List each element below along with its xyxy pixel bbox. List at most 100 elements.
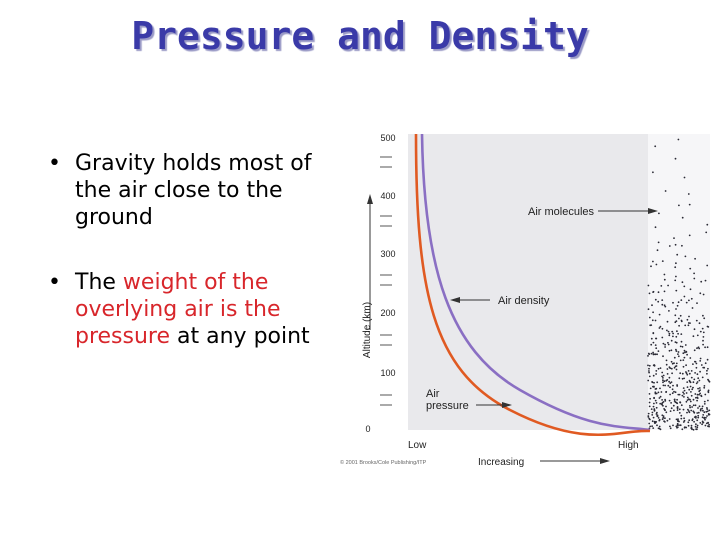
air-molecule-dot [697, 411, 700, 414]
air-pressure-arrowhead [502, 402, 512, 408]
air-molecule-dot [671, 388, 674, 391]
air-molecule-dot [686, 381, 689, 383]
air-molecule-dot [701, 327, 704, 330]
air-molecule-dot [662, 401, 665, 403]
air-molecule-dot [706, 346, 709, 349]
air-molecule-dot [675, 425, 678, 428]
x-high-label: High [618, 440, 639, 451]
air-molecule-dot [654, 344, 657, 346]
air-molecule-dot [681, 372, 684, 375]
bullet-weight: • The weight of the overlying air is the… [48, 269, 338, 350]
air-molecule-dot [651, 411, 654, 414]
air-molecule-dot [654, 353, 656, 356]
air-molecule-dot [651, 319, 654, 322]
air-molecule-dot [651, 381, 653, 383]
air-molecule-dot [678, 324, 680, 327]
air-molecule-dot [697, 377, 700, 380]
air-molecule-dot [654, 422, 656, 424]
air-molecule-dot [657, 417, 660, 419]
air-molecule-dot [665, 411, 668, 414]
air-molecule-dot [674, 391, 677, 394]
air-molecule-dot [689, 400, 692, 403]
air-molecule-dot [687, 421, 690, 424]
air-molecule-dot [696, 412, 699, 414]
air-molecule-dot [702, 336, 705, 338]
air-molecule-dot [707, 413, 710, 416]
air-molecule-dot [696, 424, 699, 427]
air-molecule-dot [679, 314, 682, 317]
air-molecule-dot [690, 394, 693, 397]
air-molecule-dot [648, 370, 650, 372]
air-molecule-dot [664, 417, 666, 420]
air-molecule-dot [675, 320, 678, 322]
air-molecule-dot [650, 352, 653, 355]
air-molecule-dot [706, 325, 709, 328]
air-molecule-dot [699, 370, 701, 373]
air-molecule-dot [680, 417, 683, 420]
figure-svg: Altitude (km) 500 400 300 200 100 0 Air … [340, 133, 711, 468]
air-molecule-dot [652, 351, 654, 354]
air-molecule-dot [648, 422, 651, 425]
air-molecule-dot [700, 394, 702, 397]
air-molecule-dot [682, 365, 685, 368]
air-molecule-dot [679, 401, 681, 404]
air-molecule-dot [683, 417, 685, 420]
air-molecule-dot [654, 319, 657, 322]
air-molecule-dot [708, 409, 711, 412]
air-molecule-dot [670, 339, 673, 342]
y-tick-label: 100 [380, 368, 395, 378]
air-molecule-dot [676, 409, 679, 411]
air-molecule-dot [653, 381, 655, 384]
air-molecule-dot [681, 428, 684, 431]
air-molecule-dot [671, 392, 674, 395]
air-molecule-dot [652, 405, 655, 408]
air-molecule-dot [663, 420, 665, 423]
air-molecule-dot [673, 409, 675, 412]
air-molecule-dot [701, 405, 704, 408]
air-molecule-dot [706, 415, 708, 417]
air-molecule-dot [655, 370, 658, 372]
air-molecule-dot [685, 392, 688, 394]
air-molecule-dot [680, 299, 683, 301]
air-molecule-dot [702, 331, 705, 334]
air-molecule-dot [669, 425, 671, 428]
air-molecule-dot [650, 343, 653, 346]
air-molecule-dot [702, 343, 704, 346]
air-molecule-dot [692, 428, 695, 431]
air-molecule-dot [669, 410, 672, 412]
air-molecule-dot [662, 381, 664, 384]
air-molecule-dot [689, 322, 691, 324]
air-molecule-dot [693, 272, 695, 275]
air-molecule-dot [673, 390, 675, 393]
air-molecule-dot [688, 411, 691, 414]
air-molecule-dot [675, 341, 678, 344]
air-molecule-dot [692, 410, 695, 413]
air-molecule-dot [696, 399, 698, 402]
air-molecule-dot [688, 379, 691, 382]
air-molecule-dot [681, 377, 684, 380]
air-molecule-dot [658, 313, 661, 316]
air-molecule-dot [661, 299, 664, 301]
air-molecule-dot [687, 408, 689, 411]
air-molecule-dot [662, 374, 665, 377]
air-molecule-dot [666, 373, 669, 375]
air-molecule-dot [676, 424, 679, 427]
air-molecule-dot [659, 367, 662, 369]
air-molecule-dot [649, 387, 652, 390]
air-molecule-dot [696, 419, 699, 422]
air-molecule-dot [653, 386, 655, 388]
air-molecule-dot [703, 386, 706, 389]
air-molecule-dots [647, 138, 711, 431]
air-molecule-dot [690, 391, 692, 393]
air-molecule-dot [674, 365, 677, 368]
air-molecule-dot [696, 396, 699, 399]
air-molecule-dot [654, 226, 657, 229]
air-molecule-dot [678, 424, 680, 427]
air-molecule-dot [651, 425, 653, 428]
air-molecule-dot [702, 421, 704, 424]
air-molecule-dot [675, 418, 678, 421]
air-molecule-dot [654, 145, 657, 148]
air-molecule-dot [695, 423, 697, 426]
air-molecule-dot [701, 416, 704, 419]
y-ticks [380, 156, 392, 406]
